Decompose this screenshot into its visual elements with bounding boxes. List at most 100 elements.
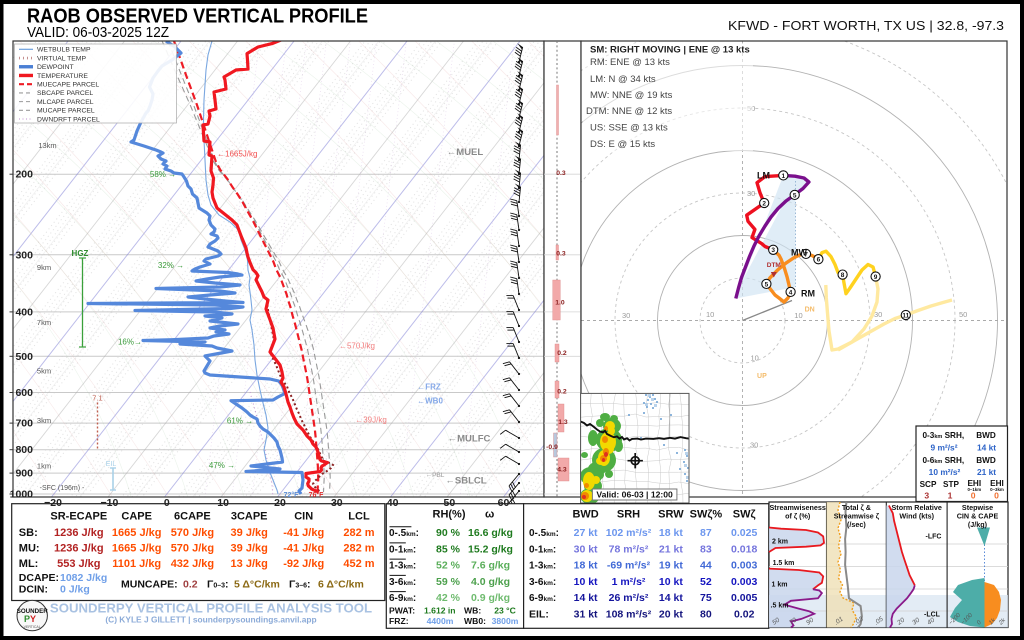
svg-text:EHI: EHI: [967, 479, 981, 488]
svg-text:0.3: 0.3: [556, 170, 566, 177]
svg-text:0: 0: [971, 490, 976, 500]
svg-text:0–1km: 0–1km: [967, 487, 981, 492]
svg-text:1101 J/kg: 1101 J/kg: [112, 558, 161, 570]
svg-text:KFWD - FORT WORTH, TX US | 32.: KFWD - FORT WORTH, TX US | 32.8, -97.3: [728, 18, 1004, 33]
svg-text:-69 m²/s²: -69 m²/s²: [607, 560, 651, 572]
svg-text:4400m: 4400m: [427, 616, 454, 626]
svg-text:3800m: 3800m: [492, 616, 519, 626]
svg-text:1km: 1km: [37, 462, 51, 471]
svg-text:←MUEL: ←MUEL: [447, 147, 484, 158]
svg-text:MUCAPE PARCEL: MUCAPE PARCEL: [37, 108, 95, 115]
svg-text:0.025: 0.025: [731, 527, 757, 539]
svg-text:32% →: 32% →: [158, 261, 184, 270]
svg-text:0-1km:: 0-1km:: [389, 544, 416, 555]
svg-text:16.6 g/kg: 16.6 g/kg: [468, 527, 513, 539]
svg-text:85 %: 85 %: [436, 543, 461, 555]
svg-text:200: 200: [15, 169, 33, 181]
svg-text:432 J/kg: 432 J/kg: [171, 558, 214, 570]
svg-text:1: 1: [781, 173, 785, 180]
svg-text:10: 10: [794, 311, 802, 320]
svg-text:MW: MW: [791, 248, 807, 258]
svg-text:800: 800: [15, 444, 33, 456]
svg-text:SR-ECAPE: SR-ECAPE: [50, 511, 107, 523]
svg-text:EHI: EHI: [990, 479, 1004, 488]
svg-text:DTM: DTM: [767, 262, 781, 269]
svg-text:←FRZ: ←FRZ: [417, 383, 441, 392]
svg-text:30: 30: [874, 310, 882, 319]
svg-text:VALID: 06-03-2025 12Z: VALID: 06-03-2025 12Z: [27, 25, 169, 41]
svg-text:Valid: 06-03 | 12:00: Valid: 06-03 | 12:00: [596, 490, 673, 500]
svg-text:7: 7: [804, 251, 808, 258]
svg-text:2 km: 2 km: [772, 539, 788, 546]
svg-text:20: 20: [274, 497, 286, 509]
svg-text:5: 5: [765, 281, 769, 288]
svg-text:EIL:: EIL:: [529, 609, 549, 621]
svg-text:30: 30: [911, 617, 921, 627]
svg-text:500: 500: [15, 351, 33, 363]
svg-text:102 m²/s²: 102 m²/s²: [606, 527, 652, 539]
svg-text:←MULFC: ←MULFC: [448, 434, 491, 445]
svg-text:DCAPE:: DCAPE:: [19, 572, 59, 584]
svg-text:RM: RM: [801, 289, 815, 299]
svg-text:0.005: 0.005: [731, 592, 757, 604]
svg-text:0-.5km:: 0-.5km:: [389, 528, 419, 539]
svg-text:7km: 7km: [37, 318, 51, 327]
svg-text:30: 30: [622, 311, 630, 320]
svg-text:14 kt: 14 kt: [574, 592, 598, 604]
svg-text:0: 0: [164, 497, 170, 509]
svg-text:452 m: 452 m: [343, 558, 374, 570]
svg-text:0: 0: [976, 619, 983, 626]
svg-text:(J/kg): (J/kg): [968, 520, 988, 529]
svg-text:1236 J/kg: 1236 J/kg: [54, 542, 104, 554]
svg-text:4: 4: [789, 289, 793, 296]
svg-text:LM: N @ 34 kts: LM: N @ 34 kts: [590, 74, 656, 85]
svg-text:DEWPOINT: DEWPOINT: [37, 64, 74, 71]
svg-text:SRH: SRH: [617, 509, 640, 521]
svg-text:SRW: SRW: [658, 509, 684, 521]
svg-text:10 kt: 10 kt: [659, 576, 683, 588]
svg-text:9 m²/s²: 9 m²/s²: [931, 443, 958, 453]
svg-text:40: 40: [387, 497, 399, 509]
svg-text:.03: .03: [853, 616, 865, 627]
svg-text:6CAPE: 6CAPE: [174, 511, 211, 523]
svg-text:4.3: 4.3: [557, 467, 567, 474]
svg-text:5: 5: [793, 192, 797, 199]
svg-text:CIN: CIN: [294, 511, 313, 523]
svg-text:11: 11: [902, 312, 909, 319]
svg-text:SWζ: SWζ: [733, 509, 756, 521]
svg-text:30: 30: [750, 441, 758, 450]
svg-text:UP: UP: [757, 373, 767, 380]
svg-text:US: SSE @ 13 kts: US: SSE @ 13 kts: [590, 123, 668, 134]
svg-text:282 m: 282 m: [343, 527, 374, 539]
svg-text:STP: STP: [943, 480, 959, 489]
svg-text:1.0: 1.0: [555, 300, 565, 307]
svg-text:(C) KYLE J GILLETT | sounderpy: (C) KYLE J GILLETT | sounderpysoundings.…: [105, 615, 316, 625]
svg-text:16%→: 16%→: [118, 338, 142, 347]
svg-text:52: 52: [700, 576, 712, 588]
svg-text:18 kt: 18 kt: [659, 527, 683, 539]
svg-text:1: 1: [948, 490, 953, 500]
svg-text:Storm Relative: Storm Relative: [892, 503, 942, 512]
svg-text:MUNCAPE:: MUNCAPE:: [121, 579, 178, 591]
svg-text:3CAPE: 3CAPE: [231, 511, 268, 523]
svg-text:1000: 1000: [10, 489, 34, 501]
svg-text:72°F: 72°F: [284, 491, 300, 499]
svg-text:1.3: 1.3: [558, 419, 568, 426]
svg-text:SB:: SB:: [19, 527, 38, 539]
svg-text:52 %: 52 %: [436, 560, 461, 572]
svg-text:BWD: BWD: [572, 509, 598, 521]
svg-text:26 m²/s²: 26 m²/s²: [609, 592, 649, 604]
svg-text:WB:: WB:: [464, 605, 481, 615]
svg-text:3: 3: [924, 490, 929, 500]
svg-text:5km: 5km: [37, 367, 51, 376]
svg-text:553 J/kg: 553 J/kg: [57, 558, 100, 570]
svg-text:0-3km SRH,: 0-3km SRH,: [923, 431, 965, 440]
svg-text:←SBLCL: ←SBLCL: [445, 476, 486, 487]
svg-text:14 kt: 14 kt: [659, 592, 683, 604]
svg-text:DWNDRFT PARCEL: DWNDRFT PARCEL: [37, 116, 100, 123]
svg-text:31 kt: 31 kt: [574, 609, 598, 621]
svg-text:3km: 3km: [37, 416, 51, 425]
svg-text:1.5 km: 1.5 km: [773, 560, 795, 567]
svg-text:MUECAPE PARCEL: MUECAPE PARCEL: [37, 81, 99, 88]
svg-text:0.2: 0.2: [183, 579, 198, 591]
